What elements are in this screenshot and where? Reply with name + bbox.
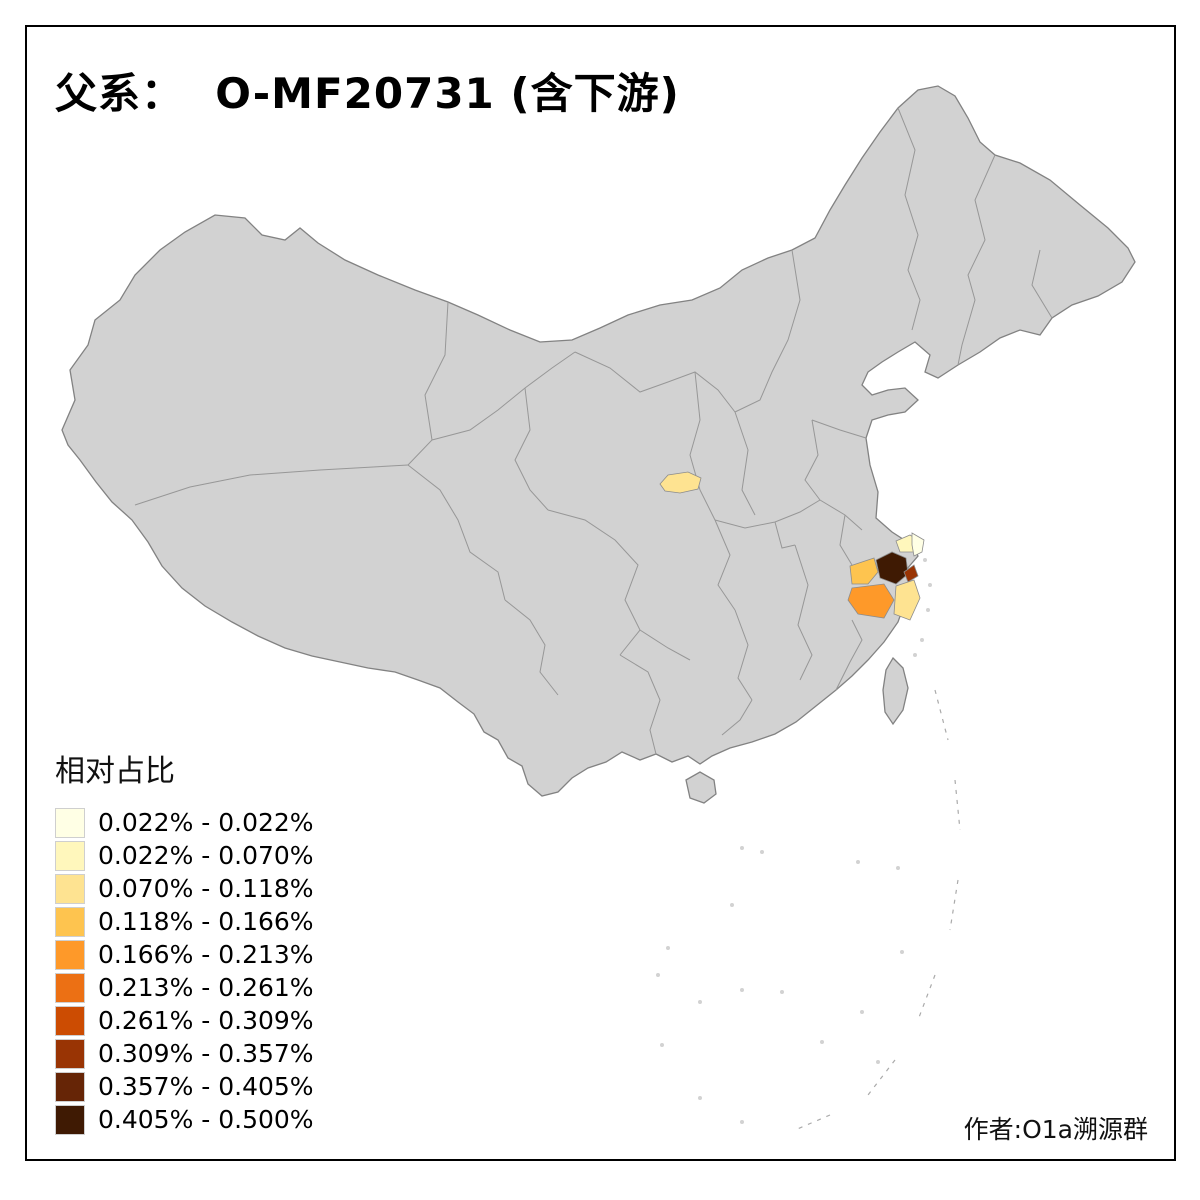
author-credit: 作者:O1a溯源群: [963, 1115, 1148, 1144]
legend: 相对占比 0.022% - 0.022% 0.022% - 0.070% 0.0…: [55, 746, 314, 1136]
legend-row: 0.405% - 0.500%: [55, 1103, 314, 1136]
legend-swatch: [55, 1005, 85, 1036]
legend-row: 0.022% - 0.070%: [55, 839, 314, 872]
legend-swatch: [55, 972, 85, 1003]
legend-swatch: [55, 906, 85, 937]
legend-label: 0.022% - 0.022%: [98, 808, 314, 837]
legend-label: 0.213% - 0.261%: [98, 973, 314, 1002]
legend-swatch: [55, 807, 85, 838]
region-east-light: [893, 579, 921, 621]
region-shaoxing-brown: [903, 564, 919, 583]
legend-label: 0.070% - 0.118%: [98, 874, 314, 903]
legend-swatch: [55, 873, 85, 904]
legend-swatch: [55, 840, 85, 871]
legend-label: 0.166% - 0.213%: [98, 940, 314, 969]
legend-row: 0.118% - 0.166%: [55, 905, 314, 938]
nine-dash-line: [794, 689, 961, 1131]
region-south-orange: [847, 583, 895, 619]
legend-swatch: [55, 939, 85, 970]
region-shaanxi-patch: [659, 471, 702, 494]
page-title: 父系： O-MF20731 (含下游): [55, 69, 680, 118]
legend-swatch: [55, 1071, 85, 1102]
legend-swatch: [55, 1104, 85, 1135]
legend-row: 0.213% - 0.261%: [55, 971, 314, 1004]
legend-row: 0.261% - 0.309%: [55, 1004, 314, 1037]
legend-title: 相对占比: [55, 754, 175, 789]
legend-row: 0.357% - 0.405%: [55, 1070, 314, 1103]
taiwan-island: [882, 656, 909, 726]
hainan-island: [685, 771, 717, 804]
small-islands: [656, 558, 932, 1124]
legend-label: 0.118% - 0.166%: [98, 907, 314, 936]
legend-label: 0.309% - 0.357%: [98, 1039, 314, 1068]
legend-label: 0.405% - 0.500%: [98, 1105, 314, 1134]
legend-row: 0.166% - 0.213%: [55, 938, 314, 971]
region-shanghai-pale: [911, 532, 925, 557]
legend-row: 0.309% - 0.357%: [55, 1037, 314, 1070]
legend-label: 0.261% - 0.309%: [98, 1006, 314, 1035]
legend-swatch: [55, 1038, 85, 1069]
legend-row: 0.070% - 0.118%: [55, 872, 314, 905]
legend-label: 0.022% - 0.070%: [98, 841, 314, 870]
province-borders: [134, 107, 1053, 755]
mainland-china-shape: [61, 85, 1136, 797]
legend-row: 0.022% - 0.022%: [55, 806, 314, 839]
legend-label: 0.357% - 0.405%: [98, 1072, 314, 1101]
region-west-orange: [849, 557, 879, 585]
